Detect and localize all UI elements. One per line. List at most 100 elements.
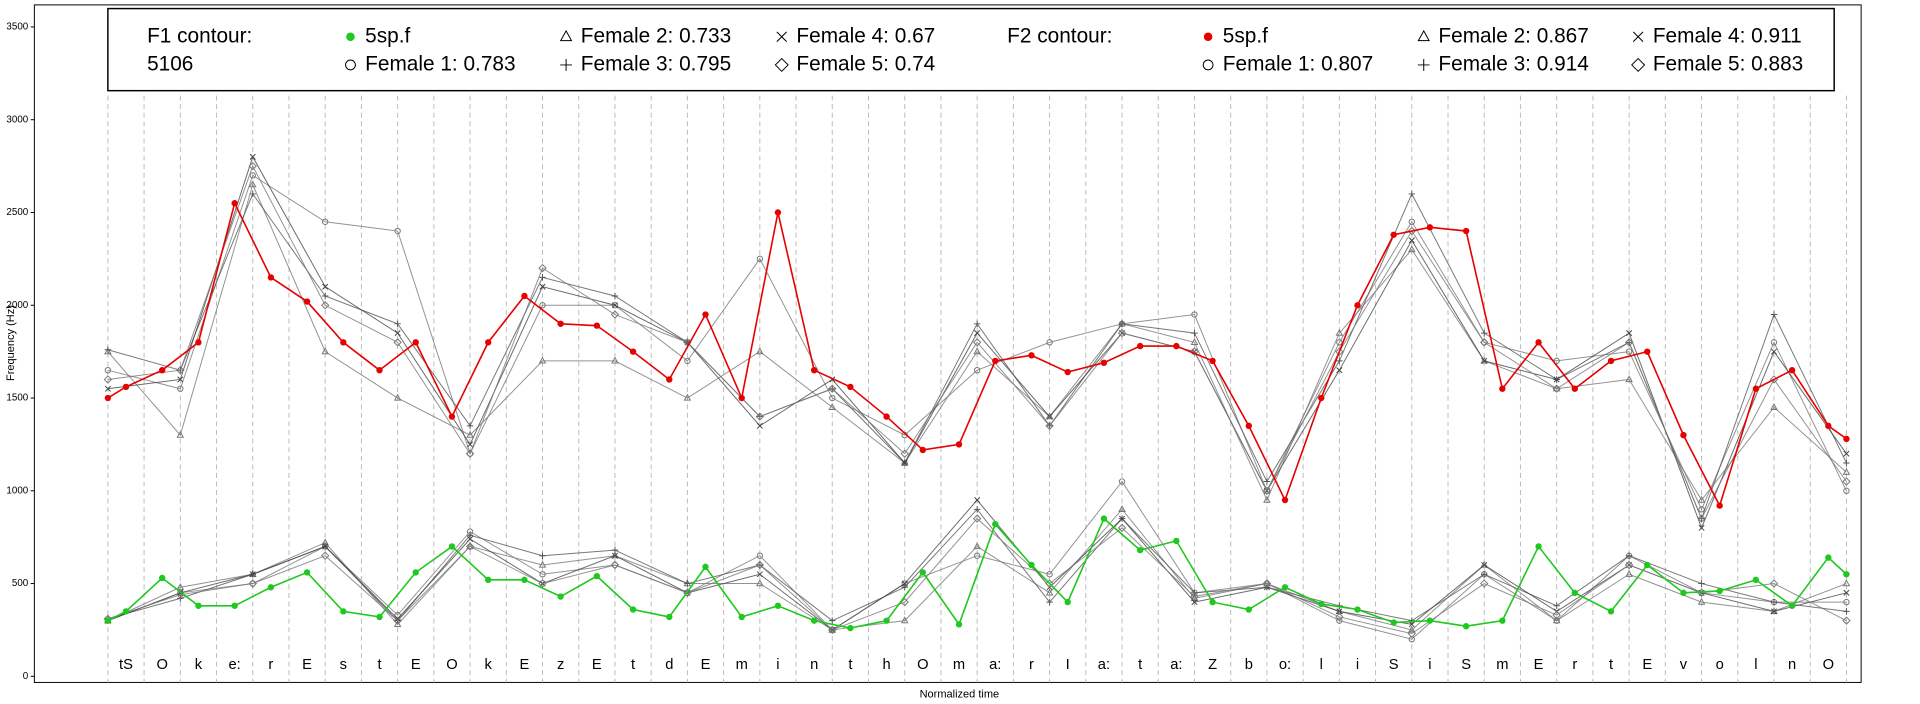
point bbox=[1191, 599, 1198, 606]
point bbox=[104, 385, 111, 392]
point bbox=[538, 356, 547, 364]
segment-label-bg bbox=[331, 655, 356, 673]
segment-label: m bbox=[953, 657, 965, 673]
point bbox=[448, 413, 456, 420]
point bbox=[756, 579, 764, 587]
point bbox=[1843, 589, 1850, 596]
point bbox=[955, 441, 963, 448]
segment-label-bg bbox=[294, 655, 320, 673]
point bbox=[1263, 478, 1271, 485]
point bbox=[177, 385, 184, 392]
legend-title: F1 contour: bbox=[147, 24, 252, 47]
point bbox=[104, 347, 112, 355]
point bbox=[992, 520, 999, 528]
point bbox=[1191, 311, 1198, 318]
point bbox=[1625, 552, 1633, 559]
point bbox=[756, 347, 764, 355]
point bbox=[847, 624, 854, 632]
point bbox=[901, 584, 908, 591]
point bbox=[1046, 413, 1053, 420]
segment-label-bg bbox=[258, 655, 284, 673]
segment-label: t bbox=[848, 657, 852, 673]
segment-label: o: bbox=[1279, 657, 1291, 673]
legend-marker bbox=[1631, 57, 1646, 72]
segment-label-bg bbox=[1816, 655, 1841, 673]
point bbox=[1318, 600, 1325, 608]
point bbox=[1191, 329, 1198, 337]
point bbox=[267, 274, 275, 281]
point bbox=[340, 608, 347, 615]
segment-label-bg bbox=[1127, 655, 1153, 673]
point bbox=[611, 292, 619, 300]
point bbox=[1843, 598, 1850, 606]
point bbox=[919, 446, 927, 454]
point bbox=[828, 403, 837, 410]
legend-label: 5sp.f bbox=[365, 24, 410, 47]
point bbox=[320, 551, 330, 560]
point bbox=[320, 301, 330, 310]
segment-label: s bbox=[340, 657, 347, 673]
reference-line bbox=[107, 174, 1847, 511]
point bbox=[1045, 579, 1054, 588]
legend-marker bbox=[1632, 31, 1644, 43]
point bbox=[974, 497, 981, 504]
segment-label: O bbox=[917, 657, 928, 673]
point bbox=[756, 552, 764, 559]
point bbox=[755, 412, 765, 421]
point bbox=[103, 375, 113, 384]
point bbox=[1046, 571, 1053, 578]
segment-label-bg bbox=[1417, 655, 1443, 673]
y-tick-label: 1500 bbox=[6, 393, 28, 404]
point bbox=[1769, 579, 1779, 588]
point bbox=[539, 571, 546, 578]
segment-label-bg bbox=[475, 655, 501, 673]
segment-label: E bbox=[1534, 657, 1544, 673]
point bbox=[1842, 579, 1851, 587]
point bbox=[104, 346, 112, 354]
point bbox=[1336, 357, 1343, 365]
segment-label-bg bbox=[765, 655, 791, 673]
point bbox=[611, 302, 619, 309]
point bbox=[249, 190, 256, 198]
segment-label: S bbox=[1461, 657, 1471, 673]
point bbox=[1281, 496, 1289, 504]
segment-label-bg bbox=[1779, 655, 1805, 673]
point bbox=[249, 172, 256, 179]
point bbox=[883, 617, 890, 624]
segment-label: o bbox=[1716, 657, 1724, 673]
point bbox=[1770, 598, 1778, 606]
point bbox=[1625, 570, 1633, 577]
x-axis-label: Normalized time bbox=[920, 689, 1000, 701]
point bbox=[1788, 366, 1796, 374]
point bbox=[177, 376, 184, 383]
point bbox=[1408, 237, 1415, 244]
point bbox=[1462, 227, 1470, 235]
segment-label-bg bbox=[983, 655, 1008, 673]
legend-label: Female 3: 0.795 bbox=[581, 52, 731, 75]
point bbox=[1426, 224, 1434, 231]
point bbox=[1480, 329, 1488, 337]
segment-label-bg bbox=[1490, 655, 1515, 673]
point bbox=[1843, 608, 1850, 615]
contour-line bbox=[107, 200, 1847, 508]
point bbox=[1408, 621, 1415, 628]
segment-label: i bbox=[1356, 657, 1359, 673]
point bbox=[756, 422, 763, 429]
legend: F1 contour: 5106 F2 contour: 5sp.f Female 1:… bbox=[147, 24, 1803, 75]
point bbox=[1481, 339, 1488, 346]
segment-label: z bbox=[557, 657, 564, 673]
point bbox=[610, 310, 620, 319]
segment-label-bg bbox=[367, 655, 392, 673]
point bbox=[973, 366, 981, 374]
point bbox=[465, 542, 475, 551]
point bbox=[394, 615, 401, 622]
segment-label-bg bbox=[1453, 655, 1479, 673]
point bbox=[1046, 339, 1053, 346]
point bbox=[466, 542, 474, 550]
point bbox=[1028, 352, 1035, 359]
legend-title: F2 contour: bbox=[1007, 24, 1112, 47]
point bbox=[1480, 571, 1488, 578]
point bbox=[1626, 330, 1633, 337]
point bbox=[1843, 571, 1850, 578]
y-axis-label: Frequency (Hz) bbox=[5, 305, 17, 381]
